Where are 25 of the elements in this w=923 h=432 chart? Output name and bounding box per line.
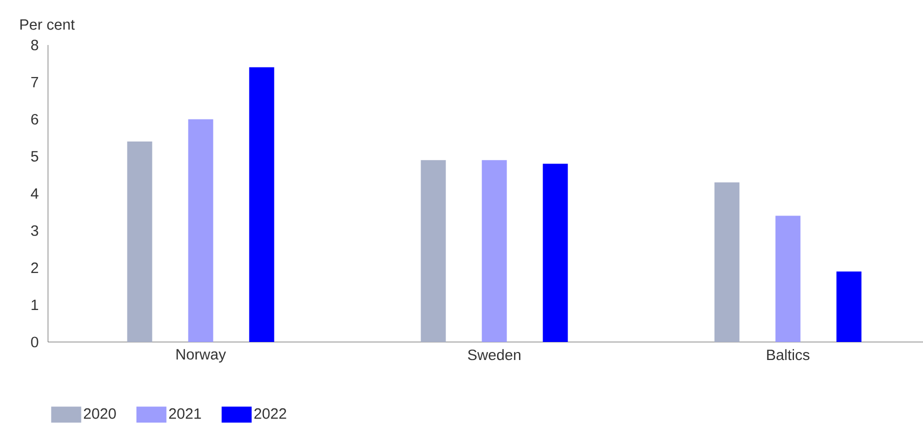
bar [188, 119, 214, 342]
x-tick-label: Sweden [468, 349, 520, 360]
bar [249, 67, 274, 342]
bar [482, 160, 507, 342]
bar [420, 160, 446, 342]
y-tick-label: 0 [31, 336, 38, 348]
y-tick-label: 1 [32, 300, 38, 310]
bar [714, 182, 740, 342]
bar [775, 216, 800, 342]
y-tick-label: 3 [31, 225, 38, 236]
y-tick-label: 6 [31, 114, 38, 125]
y-tick-label: 8 [31, 40, 38, 50]
y-tick-label: 7 [31, 76, 38, 88]
bar [127, 142, 152, 342]
bar [542, 164, 568, 342]
y-tick-label: 2 [31, 262, 38, 273]
legend-label: 2021 [169, 408, 201, 419]
y-tick-label: 5 [31, 151, 38, 162]
x-tick-label: Norway [176, 349, 226, 363]
bar [836, 271, 862, 342]
legend-label: 2020 [84, 408, 116, 419]
x-tick-label: Baltics [767, 349, 810, 360]
y-axis-title: Per cent [20, 19, 75, 30]
y-tick-label: 4 [30, 188, 38, 199]
legend-label: 2022 [254, 408, 286, 419]
